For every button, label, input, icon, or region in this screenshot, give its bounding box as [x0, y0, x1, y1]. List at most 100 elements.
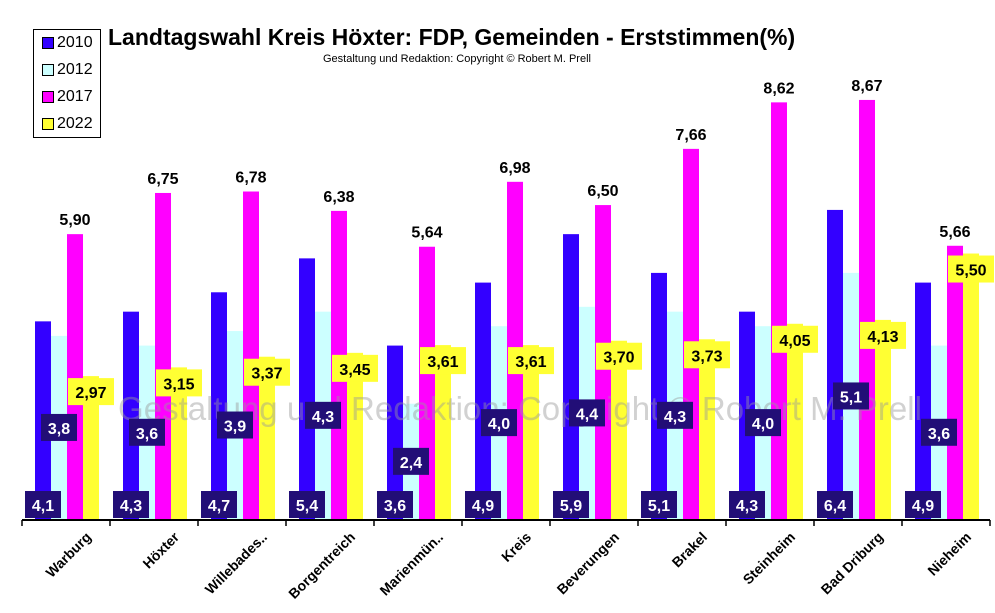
- data-label-2010: 4,1: [32, 498, 54, 515]
- data-label-2017: 5,66: [939, 224, 970, 241]
- data-label-box: [641, 491, 677, 518]
- data-label-2012: 5,1: [840, 389, 862, 406]
- bar-2017: [67, 234, 83, 520]
- data-label-box: [772, 325, 818, 353]
- data-label-2022: 3,45: [339, 362, 370, 379]
- data-label-2012: 3,6: [928, 426, 950, 443]
- data-label-box: [860, 321, 906, 349]
- data-label-box: [113, 491, 149, 518]
- data-label-box: [68, 378, 114, 406]
- data-label-2012: 3,6: [136, 426, 158, 443]
- data-label-2017: 6,38: [323, 189, 354, 206]
- legend-swatch: [42, 91, 54, 103]
- bar-2022: [963, 253, 979, 520]
- data-label-box: [41, 413, 77, 441]
- data-label-box: [745, 409, 781, 437]
- data-label-2017: 7,66: [675, 127, 706, 144]
- data-label-2012: 4,3: [312, 409, 334, 426]
- legend-item-2010: 2010: [42, 34, 93, 52]
- data-label-2010: 5,9: [560, 498, 582, 515]
- x-tick-label: Steinheim: [739, 529, 798, 588]
- data-label-2022: 5,50: [955, 263, 986, 280]
- bar-2017: [419, 246, 435, 520]
- data-label-2010: 5,4: [296, 498, 318, 515]
- data-label-2017: 6,75: [147, 171, 178, 188]
- data-label-box: [201, 491, 237, 518]
- data-label-2010: 3,6: [384, 498, 406, 515]
- data-label-2010: 4,9: [472, 498, 494, 515]
- data-label-2010: 4,3: [736, 498, 758, 515]
- data-label-box: [596, 342, 642, 370]
- legend-swatch: [42, 37, 54, 49]
- data-label-box: [657, 401, 693, 429]
- bar-2022: [523, 345, 539, 520]
- data-label-2017: 6,98: [499, 160, 530, 177]
- data-label-box: [481, 409, 517, 437]
- data-label-2022: 4,13: [867, 329, 898, 346]
- data-label-box: [156, 369, 202, 397]
- bar-2010: [827, 209, 843, 521]
- data-label-box: [948, 255, 994, 283]
- data-label-box: [921, 418, 957, 446]
- data-label-box: [332, 354, 378, 382]
- legend-item-2012: 2012: [42, 61, 93, 79]
- data-label-2012: 4,3: [664, 409, 686, 426]
- data-label-box: [553, 491, 589, 518]
- data-label-2022: 3,15: [163, 376, 194, 393]
- data-label-2012: 4,4: [576, 406, 598, 423]
- data-label-2012: 2,4: [400, 455, 422, 472]
- bar-2010: [387, 345, 403, 520]
- data-label-2017: 6,50: [587, 183, 618, 200]
- data-label-box: [393, 447, 429, 475]
- legend-item-2022: 2022: [42, 115, 93, 133]
- chart-subtitle: Gestaltung und Redaktion: Copyright © Ro…: [323, 53, 591, 65]
- legend-swatch: [42, 64, 54, 76]
- data-label-2010: 4,9: [912, 498, 934, 515]
- data-label-2012: 3,8: [48, 421, 70, 438]
- data-label-2022: 2,97: [75, 385, 106, 402]
- bar-2022: [875, 319, 891, 520]
- data-label-box: [729, 491, 765, 518]
- legend-swatch: [42, 118, 54, 130]
- data-label-box: [217, 411, 253, 439]
- bar-2010: [123, 311, 139, 520]
- x-tick-label: Warburg: [42, 529, 94, 581]
- bar-2017: [683, 148, 699, 521]
- bar-2022: [259, 356, 275, 520]
- bar-2010: [211, 292, 227, 520]
- data-label-box: [465, 491, 501, 518]
- data-label-box: [25, 491, 61, 518]
- x-tick-label: Marienmün..: [376, 529, 446, 599]
- bar-2022: [699, 339, 715, 520]
- data-label-box: [420, 347, 466, 375]
- data-label-2022: 3,70: [603, 350, 634, 367]
- data-label-2017: 8,67: [851, 78, 882, 95]
- data-label-2022: 3,73: [691, 348, 722, 365]
- bar-2022: [83, 376, 99, 520]
- data-label-box: [377, 491, 413, 518]
- legend: 2010 2012 2017 2022: [33, 29, 101, 138]
- legend-item-2017: 2017: [42, 88, 93, 106]
- data-label-box: [305, 401, 341, 429]
- x-tick-label: Brakel: [669, 529, 711, 571]
- x-tick-label: Beverungen: [554, 529, 623, 598]
- x-tick-label: Nieheim: [924, 529, 974, 579]
- data-label-box: [569, 399, 605, 427]
- data-label-box: [508, 347, 554, 375]
- data-label-box: [289, 491, 325, 518]
- data-label-2010: 4,3: [120, 498, 142, 515]
- data-label-box: [905, 491, 941, 518]
- data-label-2022: 3,61: [427, 354, 458, 371]
- bar-2022: [787, 323, 803, 520]
- x-tick-label: Borgentreich: [285, 529, 358, 602]
- bar-2017: [771, 102, 787, 521]
- data-label-2012: 4,0: [488, 416, 510, 433]
- data-label-box: [817, 491, 853, 518]
- data-label-2017: 5,64: [411, 225, 442, 242]
- bar-2022: [435, 345, 451, 520]
- data-label-2022: 4,05: [779, 333, 810, 350]
- bar-2017: [859, 99, 875, 520]
- data-label-box: [684, 341, 730, 369]
